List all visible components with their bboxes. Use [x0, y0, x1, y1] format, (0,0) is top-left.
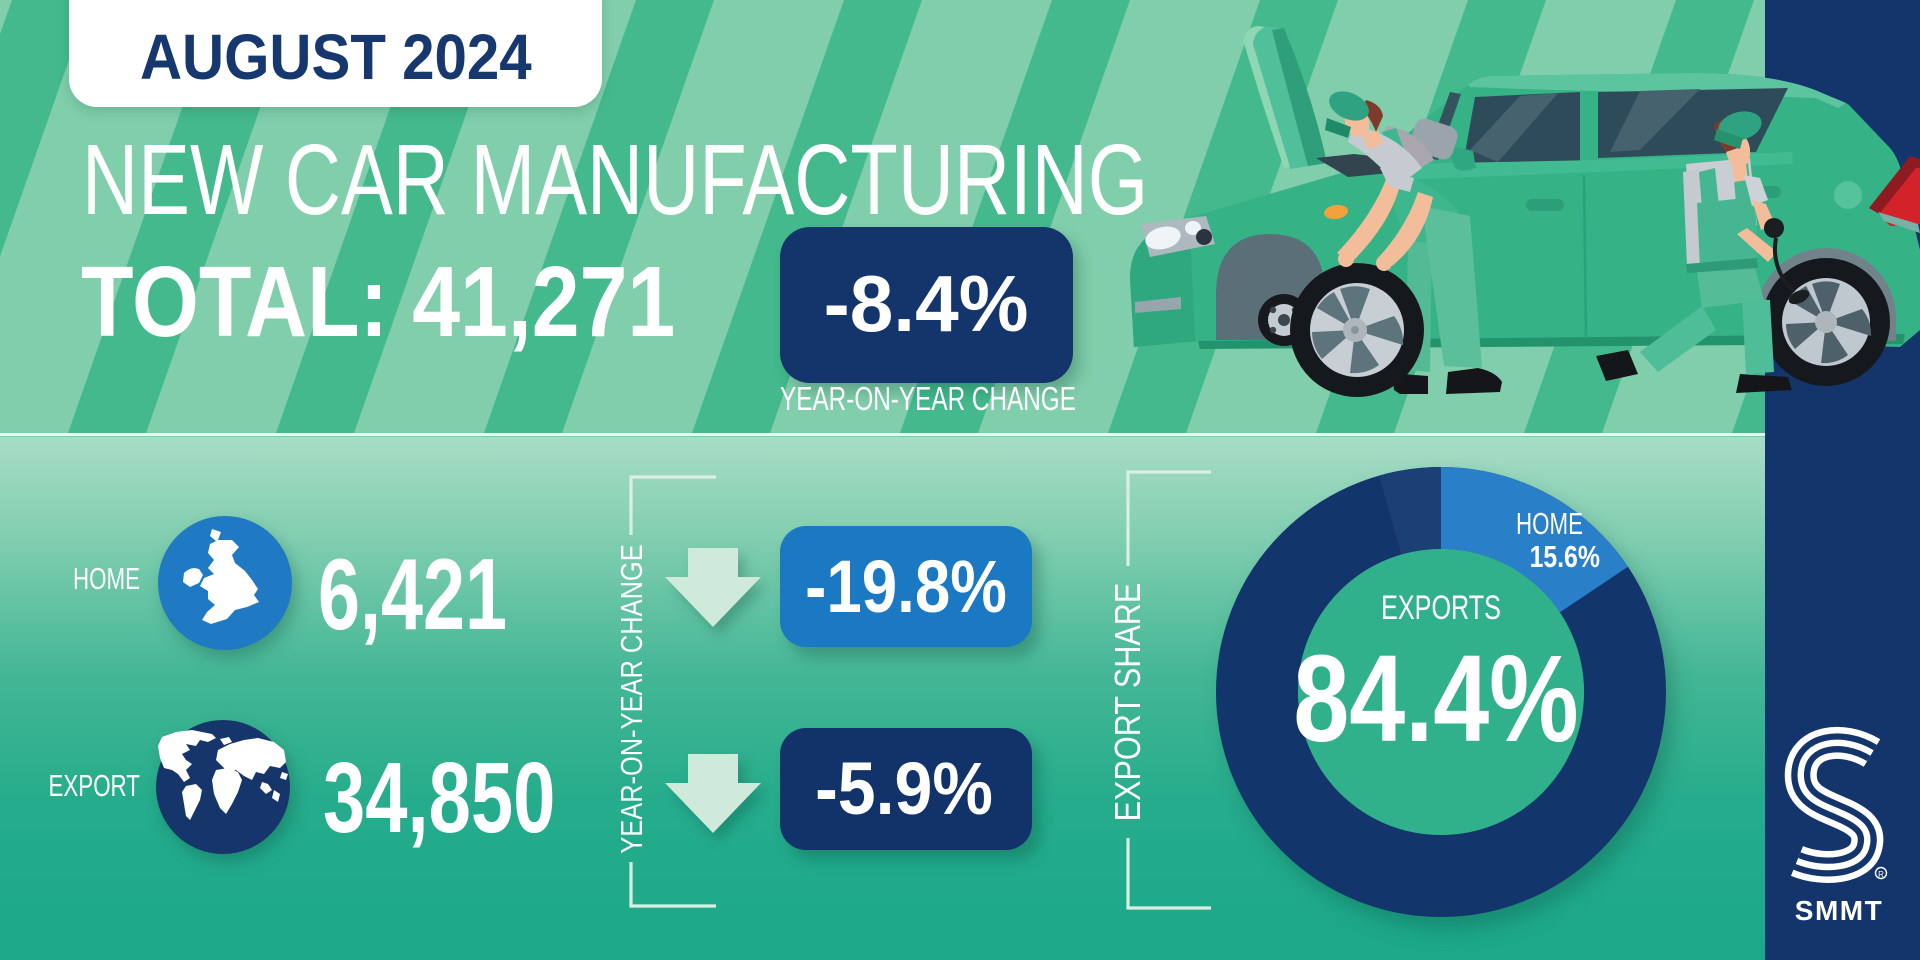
- svg-text:R: R: [1878, 870, 1884, 879]
- svg-text:SMMT: SMMT: [1795, 895, 1883, 926]
